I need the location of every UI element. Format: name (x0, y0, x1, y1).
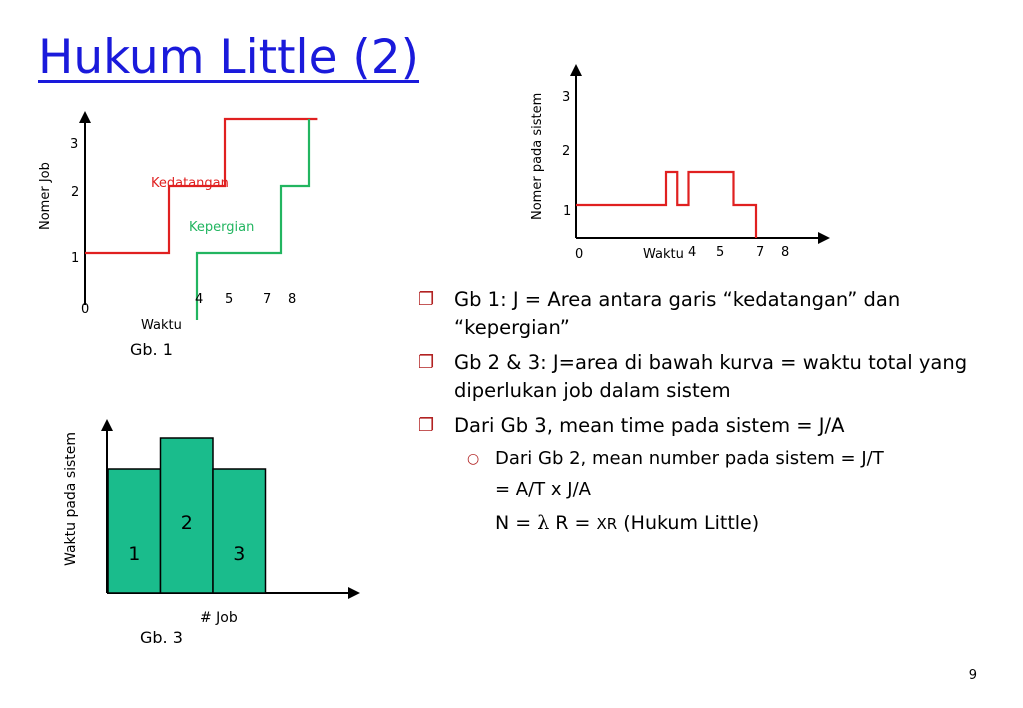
checkbox-bullet-icon: ❐ (418, 352, 435, 373)
sub-bullet-formula: N = λ R = XR (Hukum Little) (418, 511, 978, 536)
sub-bullet-item: ○ Dari Gb 2, mean number pada sistem = J… (418, 447, 978, 471)
fig1-series-kepergian (195, 119, 311, 320)
fig1-xtick-4: 4 (195, 292, 203, 307)
page-title: Hukum Little (2) (38, 30, 420, 85)
fig2-xtick-4: 4 (688, 245, 696, 260)
page-number: 9 (968, 668, 977, 683)
fig2-ytick-2: 2 (562, 144, 570, 159)
fig3-bar-label: 1 (128, 543, 140, 565)
bullet-item: ❐ Gb 2 & 3: J=area di bawah kurva = wakt… (418, 349, 978, 405)
fig1-y-label: Nomer Job (38, 162, 53, 230)
formula-part: N = (495, 512, 538, 534)
sub-bullet-text: Dari Gb 2, mean number pada sistem = J/T (495, 448, 884, 469)
circle-bullet-icon: ○ (467, 451, 480, 467)
fig3-bar-label: 2 (181, 512, 193, 534)
lambda-symbol: λ (537, 512, 550, 534)
fig1-xtick-7: 7 (263, 292, 271, 307)
checkbox-bullet-icon: ❐ (418, 289, 435, 310)
fig2-xtick-8: 8 (781, 245, 789, 260)
bullet-item: ❐ Gb 1: J = Area antara garis “kedatanga… (418, 286, 978, 342)
formula-part: XR (596, 515, 618, 533)
formula-part: (Hukum Little) (617, 512, 760, 534)
fig3-bar-label: 3 (233, 543, 245, 565)
checkbox-bullet-icon: ❐ (418, 415, 435, 436)
fig2-y-label: Nomer pada sistem (530, 93, 545, 220)
bullet-item: ❐ Dari Gb 3, mean time pada sistem = J/A (418, 412, 978, 440)
bullet-text: Gb 2 & 3: J=area di bawah kurva = waktu … (454, 351, 968, 402)
fig1-label-kedatangan: Kedatangan (151, 176, 229, 191)
fig2-x-label: Waktu (643, 247, 684, 262)
fig1-origin-label: 0 (81, 302, 89, 317)
fig1-ytick-1: 1 (71, 251, 79, 266)
fig2-xtick-5: 5 (716, 245, 724, 260)
fig2-origin-label: 0 (575, 247, 583, 262)
fig1-caption: Gb. 1 (130, 340, 173, 359)
fig1-x-label: Waktu (141, 318, 182, 333)
fig2-ytick-3: 3 (562, 90, 570, 105)
fig2-xtick-7: 7 (756, 245, 764, 260)
fig1-xtick-8: 8 (288, 292, 296, 307)
bullet-text: Gb 1: J = Area antara garis “kedatangan”… (454, 288, 901, 339)
fig3-y-label: Waktu pada sistem (63, 432, 79, 566)
fig3-bars: 1 2 3 (107, 437, 267, 594)
fig3-caption: Gb. 3 (140, 628, 183, 647)
fig1-series-kedatangan (85, 117, 318, 255)
fig2-ytick-1: 1 (563, 204, 571, 219)
fig3-chart: 1 2 3 # Job Waktu pada sistem Gb. 3 (63, 419, 360, 647)
fig1-label-kepergian: Kepergian (189, 220, 254, 235)
fig3-bar (159, 437, 214, 594)
fig1-ytick-2: 2 (71, 185, 79, 200)
sub-bullet-line: = A/T x J/A (495, 479, 591, 500)
fig1-chart: 3 2 1 0 4 5 7 8 Waktu Nomer Job Kedatang… (38, 111, 318, 359)
fig3-bar (107, 468, 162, 594)
fig3-bar (212, 468, 267, 594)
fig3-x-label: # Job (200, 610, 238, 626)
formula-part: R = (549, 512, 597, 534)
fig1-xtick-5: 5 (225, 292, 233, 307)
fig1-ytick-3: 3 (70, 137, 78, 152)
bullet-text: Dari Gb 3, mean time pada sistem = J/A (454, 414, 845, 437)
bullet-list: ❐ Gb 1: J = Area antara garis “kedatanga… (418, 286, 978, 545)
fig2-series (576, 170, 758, 238)
fig2-chart: 3 2 1 0 4 5 7 8 Waktu Nomer pada sistem (530, 64, 830, 262)
